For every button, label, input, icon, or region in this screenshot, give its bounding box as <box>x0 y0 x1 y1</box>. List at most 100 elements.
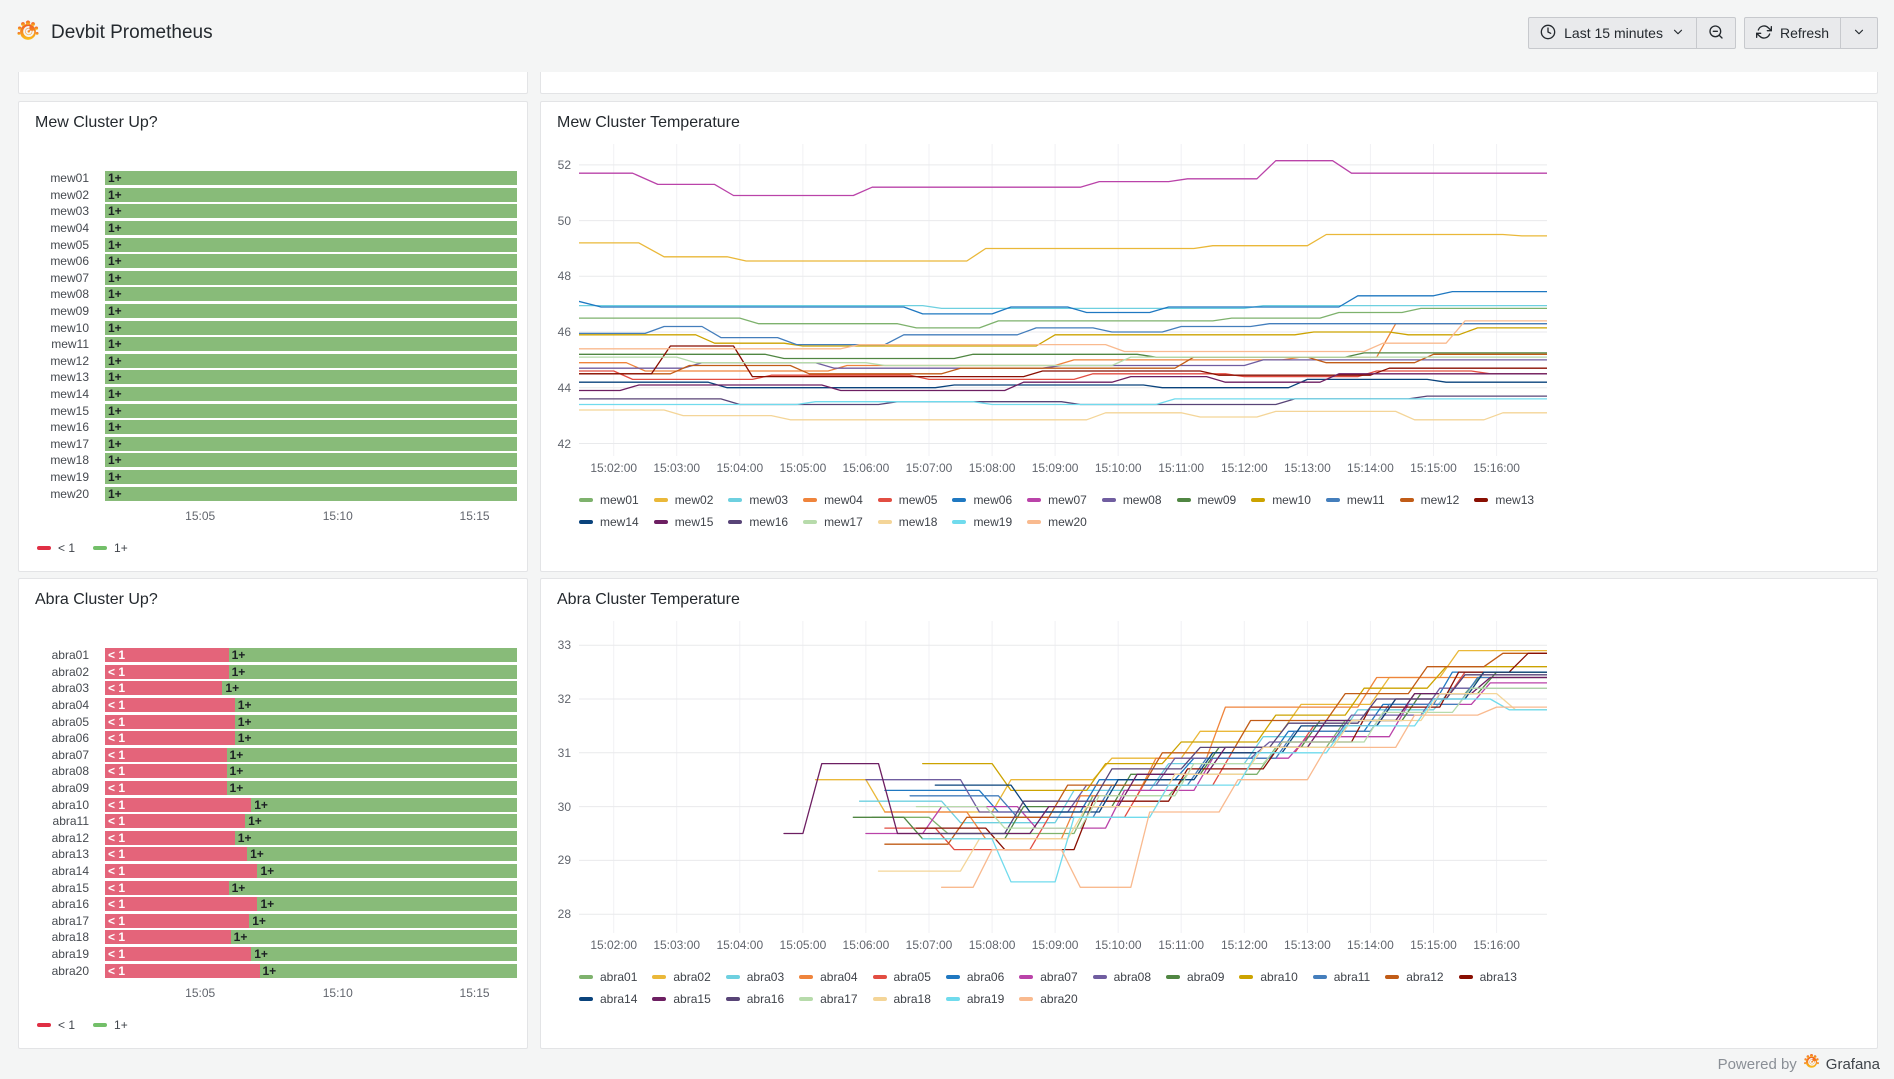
legend-series-color <box>872 997 887 1001</box>
table-row: mew06 1+ <box>27 253 519 270</box>
legend-item[interactable]: abra08 <box>1092 970 1151 984</box>
legend-item[interactable]: abra14 <box>579 992 637 1006</box>
panel-title[interactable]: Mew Cluster Temperature <box>557 114 740 131</box>
legend-item[interactable]: mew07 <box>1027 493 1087 507</box>
legend-item[interactable]: mew15 <box>653 515 713 529</box>
legend-item[interactable]: abra16 <box>725 992 784 1006</box>
panel-title[interactable]: Abra Cluster Temperature <box>557 591 740 608</box>
panel-title[interactable]: Mew Cluster Up? <box>35 114 158 131</box>
table-row: abra10 < 1 1+ <box>27 796 519 813</box>
legend-series-label: mew09 <box>1197 493 1237 507</box>
host-label: abra11 <box>52 814 89 829</box>
legend-item[interactable]: 1+ <box>93 541 128 555</box>
zoom-out-button[interactable] <box>1695 17 1736 49</box>
legend-item[interactable]: abra07 <box>1019 970 1078 984</box>
host-label: mew09 <box>50 304 89 319</box>
legend-item[interactable]: < 1 <box>37 541 75 555</box>
legend-item[interactable]: mew14 <box>579 515 639 529</box>
state-bar: 1+ <box>105 187 517 202</box>
legend-item[interactable]: mew08 <box>1101 493 1162 507</box>
table-row: mew08 1+ <box>27 286 519 303</box>
state-value: 1+ <box>254 797 268 812</box>
legend-item[interactable]: mew13 <box>1474 493 1534 507</box>
legend-item[interactable]: mew20 <box>1027 515 1087 529</box>
legend-item[interactable]: abra09 <box>1166 970 1224 984</box>
state-bar: 1+ <box>105 469 517 484</box>
legend-item[interactable]: abra20 <box>1019 992 1078 1006</box>
legend-item[interactable]: abra11 <box>1312 970 1370 984</box>
legend-item[interactable]: abra17 <box>799 992 858 1006</box>
legend-item[interactable]: abra01 <box>579 970 637 984</box>
legend-item[interactable]: mew01 <box>579 493 639 507</box>
state-segment: 1+ <box>234 698 517 713</box>
table-row: mew05 1+ <box>27 236 519 253</box>
legend-item[interactable]: mew06 <box>952 493 1012 507</box>
state-bar: < 1 1+ <box>105 946 517 961</box>
legend-item[interactable]: abra15 <box>652 992 711 1006</box>
legend-item[interactable]: abra02 <box>652 970 711 984</box>
state-segment: < 1 <box>105 814 246 829</box>
plot-canvas[interactable] <box>579 621 1547 933</box>
powered-by-grafana-link[interactable]: Powered by Grafana <box>1718 1053 1880 1075</box>
refresh-button[interactable]: Refresh <box>1743 17 1841 49</box>
legend-series-color <box>1176 498 1191 502</box>
plot-canvas[interactable] <box>579 144 1547 456</box>
legend-item[interactable]: mew05 <box>877 493 937 507</box>
state-segment: < 1 <box>105 681 223 696</box>
legend-item[interactable]: abra18 <box>872 992 931 1006</box>
chevron-down-icon <box>1671 25 1685 42</box>
state-value: 1+ <box>108 320 122 335</box>
legend-item[interactable]: abra05 <box>872 970 931 984</box>
state-value: < 1 <box>108 698 126 713</box>
legend-item[interactable]: mew16 <box>728 515 788 529</box>
x-axis-tick: 15:15 <box>459 985 490 1000</box>
legend-series-label: mew14 <box>600 515 639 529</box>
state-segment: 1+ <box>105 469 517 484</box>
table-row: abra05 < 1 1+ <box>27 713 519 730</box>
refresh-interval-dropdown[interactable] <box>1840 17 1878 49</box>
legend-item[interactable]: abra13 <box>1458 970 1517 984</box>
state-value: 1+ <box>108 187 122 202</box>
legend-item[interactable]: < 1 <box>37 1018 75 1032</box>
legend-item[interactable]: mew10 <box>1251 493 1311 507</box>
legend: < 1 1+ <box>37 1018 519 1032</box>
panel-abra-temperature: Abra Cluster Temperature 33 32 31 30 29 28 15:… <box>540 578 1878 1049</box>
state-segment: 1+ <box>105 287 517 302</box>
legend-item[interactable]: mew11 <box>1325 493 1385 507</box>
y-axis-tick: 32 <box>557 692 571 706</box>
legend-item[interactable]: mew09 <box>1176 493 1237 507</box>
legend-item[interactable]: abra03 <box>725 970 784 984</box>
legend-row: abra01 abra02 abra03 abra04 abra05 abra06 abra… <box>579 970 1869 984</box>
legend-series-label: mew13 <box>1495 493 1535 507</box>
legend-item[interactable]: abra06 <box>945 970 1004 984</box>
time-range-picker[interactable]: Last 15 minutes <box>1528 17 1697 49</box>
legend-item[interactable]: 1+ <box>93 1018 128 1032</box>
state-bar-list: abra01 < 1 1+ abra02 < 1 1+ abra03 < 1 1+ abra04 <… <box>27 647 519 979</box>
state-value: 1+ <box>237 830 252 845</box>
x-axis-tick: 15:02:00 <box>590 938 638 952</box>
legend-item[interactable]: mew19 <box>952 515 1012 529</box>
legend-item[interactable]: abra12 <box>1385 970 1444 984</box>
state-segment: 1+ <box>105 304 517 319</box>
state-segment: 1+ <box>105 436 517 451</box>
host-label: abra14 <box>51 864 89 879</box>
legend-item[interactable]: mew02 <box>653 493 713 507</box>
legend-item[interactable]: abra10 <box>1239 970 1298 984</box>
legend-series-label: mew03 <box>749 493 789 507</box>
legend-series-color <box>799 975 814 979</box>
table-row: mew01 1+ <box>27 170 519 187</box>
state-segment: 1+ <box>249 913 517 928</box>
legend-item[interactable]: abra04 <box>799 970 858 984</box>
state-segment: 1+ <box>228 648 517 663</box>
panel-title[interactable]: Abra Cluster Up? <box>35 591 158 608</box>
state-value: 1+ <box>250 847 264 862</box>
legend-item[interactable]: abra19 <box>945 992 1004 1006</box>
legend-item[interactable]: mew18 <box>877 515 937 529</box>
legend-item[interactable]: mew12 <box>1399 493 1459 507</box>
state-segment: < 1 <box>105 797 252 812</box>
legend-item[interactable]: mew17 <box>803 515 863 529</box>
legend-item[interactable]: mew04 <box>803 493 863 507</box>
legend-series-label: abra10 <box>1260 970 1298 984</box>
legend-item[interactable]: mew03 <box>728 493 788 507</box>
table-row: abra04 < 1 1+ <box>27 697 519 714</box>
